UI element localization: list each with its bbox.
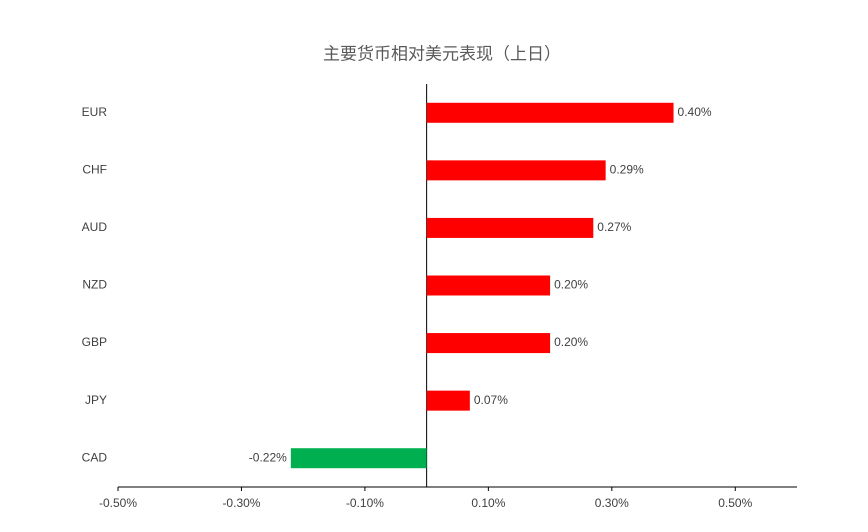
y-tick-label: JPY	[85, 393, 107, 407]
y-tick-label: CAD	[82, 450, 108, 464]
y-tick-label: EUR	[82, 105, 108, 119]
y-tick-label: AUD	[82, 220, 108, 234]
x-tick-label: 0.10%	[471, 496, 505, 510]
bar	[426, 333, 551, 354]
x-tick-label: -0.30%	[222, 496, 260, 510]
value-label: 0.20%	[554, 278, 588, 292]
value-label: 0.29%	[610, 163, 644, 177]
x-tick-label: 0.30%	[595, 496, 629, 510]
y-tick-label: NZD	[82, 278, 107, 292]
bar	[426, 217, 594, 238]
x-tick-label: 0.50%	[718, 496, 752, 510]
chart-title: 主要货币相对美元表现（上日）	[323, 44, 561, 63]
bar	[426, 390, 470, 411]
x-tick-label: -0.50%	[99, 496, 137, 510]
value-label: -0.22%	[249, 450, 287, 464]
value-label: 0.20%	[554, 335, 588, 349]
y-tick-label: GBP	[82, 335, 107, 349]
x-tick-label: -0.10%	[346, 496, 384, 510]
y-tick-label: CHF	[82, 163, 107, 177]
bar	[426, 275, 551, 296]
value-label: 0.07%	[474, 393, 508, 407]
bar	[426, 160, 606, 181]
value-label: 0.40%	[678, 105, 712, 119]
value-label: 0.27%	[597, 220, 631, 234]
bar	[426, 102, 674, 123]
bar	[290, 448, 427, 469]
